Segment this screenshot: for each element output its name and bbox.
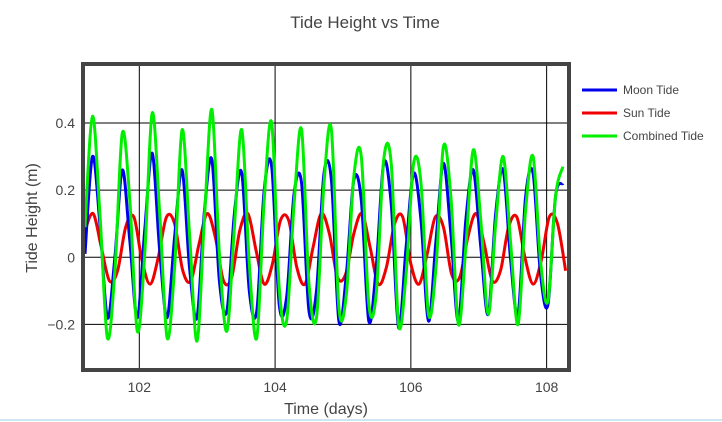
- x-axis-label: Time (days): [284, 401, 368, 418]
- legend: Moon Tide Sun Tide Combined Tide: [582, 83, 704, 143]
- series-line-combined-tide: [83, 108, 565, 343]
- page-divider: [0, 419, 722, 421]
- legend-label: Combined Tide: [623, 129, 704, 143]
- y-tick-label: 0.4: [56, 115, 76, 131]
- series-lines: [83, 108, 568, 343]
- legend-label: Moon Tide: [623, 83, 679, 97]
- x-ticks: 102 104 106 108: [128, 379, 559, 395]
- series-line-sun-tide: [83, 211, 568, 287]
- legend-label: Sun Tide: [623, 106, 671, 120]
- x-tick-label: 104: [263, 379, 287, 395]
- x-tick-label: 102: [128, 379, 152, 395]
- y-axis-label: Tide Height (m): [24, 163, 41, 273]
- y-tick-label: 0.2: [56, 182, 76, 198]
- chart-title: Tide Height vs Time: [290, 13, 440, 32]
- x-tick-label: 106: [399, 379, 423, 395]
- y-ticks: −0.2 0 0.2 0.4: [47, 115, 75, 332]
- plot-frame: [81, 62, 571, 372]
- x-tick-label: 108: [535, 379, 559, 395]
- y-tick-label: 0: [67, 249, 75, 265]
- y-tick-label: −0.2: [47, 316, 75, 332]
